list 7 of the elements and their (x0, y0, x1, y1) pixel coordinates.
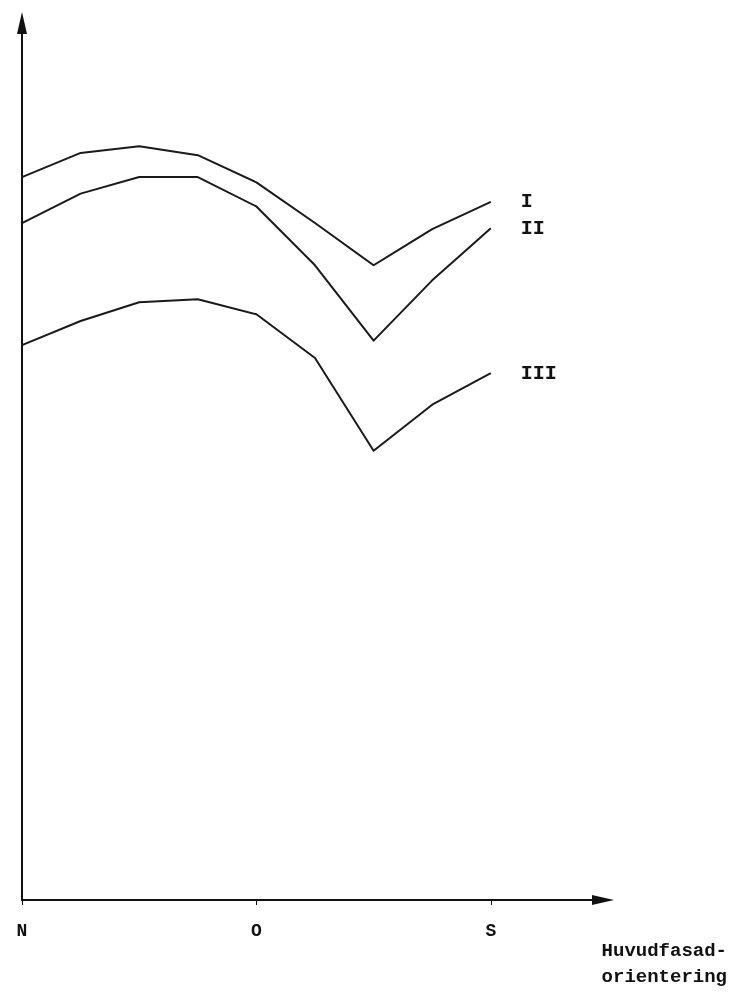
x-tick-label: N (16, 921, 28, 941)
x-axis-title: Huvudfasad- orientering (601, 940, 727, 988)
x-tick-label: O (250, 921, 262, 941)
series-label: III (520, 361, 557, 385)
x-tick-label: S (485, 921, 497, 941)
series-label: II (520, 216, 545, 240)
series-label: I (520, 190, 533, 214)
